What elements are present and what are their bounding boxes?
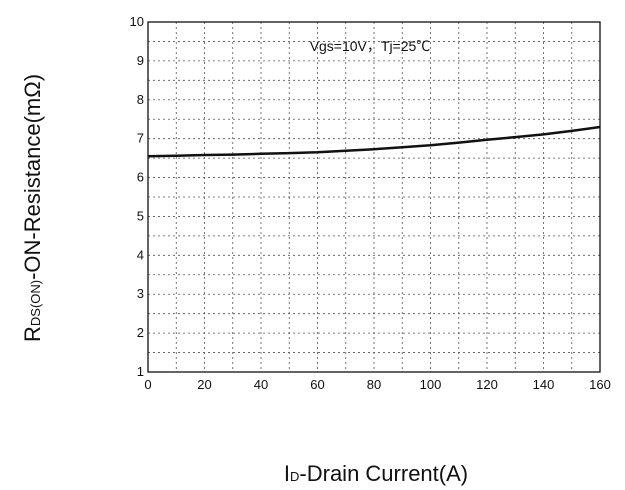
y-axis-title: RDS(ON)-ON-Resistance(mΩ) [20,74,45,342]
y-axis-title-rest: -ON-Resistance(mΩ) [20,74,45,280]
test-condition-annotation: Vgs=10V，Tj=25℃ [310,38,431,54]
x-tick-label: 80 [367,377,381,392]
y-tick-label: 9 [137,53,144,68]
series-layer [147,125,601,158]
tick-labels: 0 20 40 60 80 100 120 140 160 1 2 3 4 5 6 7 8 9 10 [130,14,611,392]
y-tick-label: 10 [130,14,144,29]
y-tick-label: 7 [137,131,144,146]
y-tick-label: 5 [137,208,144,223]
y-axis-title-main: R [20,326,45,342]
series-line-0 [147,125,601,158]
x-tick-label: 40 [254,377,268,392]
y-tick-label: 3 [137,286,144,301]
x-axis-title-rest: -Drain Current(A) [299,461,468,486]
y-axis-title-subscript: DS(ON) [28,280,43,326]
x-tick-label: 140 [533,377,555,392]
y-tick-label: 1 [137,364,144,379]
x-tick-label: 0 [144,377,151,392]
x-axis-title: ID-Drain Current(A) [284,461,468,486]
plot-frame [147,21,601,373]
y-tick-label: 4 [137,247,144,262]
y-tick-label: 2 [137,325,144,340]
x-tick-label: 160 [589,377,611,392]
y-tick-label: 6 [137,170,144,185]
x-tick-label: 100 [420,377,442,392]
x-tick-label: 20 [197,377,211,392]
x-tick-label: 120 [476,377,498,392]
y-tick-label: 8 [137,92,144,107]
grid-lines [148,22,600,372]
x-tick-label: 60 [310,377,324,392]
x-axis-title-subscript: D [290,469,299,484]
x-axis-title-main: I [284,461,290,486]
